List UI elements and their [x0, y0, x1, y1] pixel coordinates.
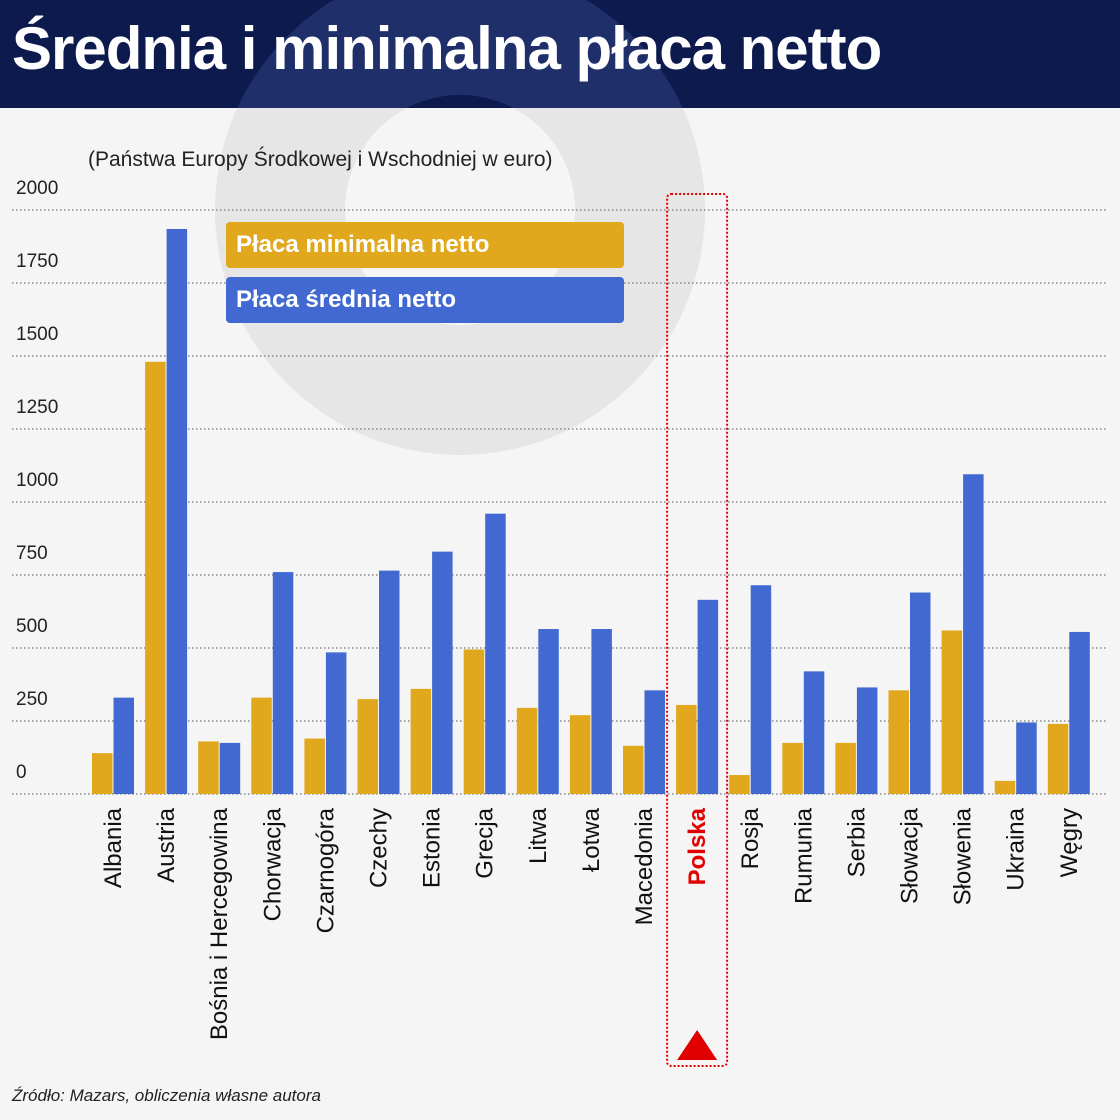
x-tick-label: Słowacja	[897, 807, 924, 904]
bar-avg	[485, 513, 506, 794]
bar-avg	[379, 570, 400, 794]
x-tick-label: Chorwacja	[259, 807, 286, 921]
x-tick-label: Polska	[684, 807, 711, 885]
bar-min	[676, 704, 697, 794]
bar-min	[251, 697, 272, 794]
bar-min	[941, 630, 963, 794]
bar-min	[516, 707, 538, 794]
bar-avg	[432, 551, 453, 794]
x-tick-label: Czechy	[366, 808, 393, 888]
source-note: Źródło: Mazars, obliczenia własne autora	[12, 1086, 321, 1105]
bar-min	[1047, 723, 1069, 794]
y-tick-label: 250	[16, 689, 48, 710]
bar-min	[198, 741, 219, 794]
bar-min	[569, 715, 591, 794]
legend-min: Płaca minimalna netto	[226, 222, 624, 268]
bar-min	[145, 361, 166, 794]
bar-min	[357, 699, 378, 794]
x-tick-label: Austria	[153, 807, 180, 882]
bar-avg	[910, 592, 931, 794]
bar-avg	[697, 599, 719, 794]
bar-avg	[644, 690, 665, 794]
y-tick-label: 750	[16, 543, 48, 564]
bar-avg	[803, 671, 825, 794]
bar-avg	[856, 687, 878, 794]
title-band-decoration	[237, 0, 683, 108]
highlight-marker-icon	[677, 1030, 718, 1060]
x-tick-label: Serbia	[843, 807, 870, 877]
y-tick-label: 1500	[16, 324, 58, 345]
bar-min	[835, 742, 856, 794]
x-tick-label: Estonia	[419, 807, 446, 888]
bar-min	[994, 780, 1016, 794]
title-band: Średnia i minimalna płaca netto	[0, 0, 1120, 108]
page-title: Średnia i minimalna płaca netto	[12, 15, 882, 82]
y-tick-label: 2000	[16, 178, 58, 199]
bar-avg	[963, 474, 984, 794]
bar-avg	[591, 629, 612, 794]
y-tick-label: 1000	[16, 470, 58, 491]
y-tick-label: 500	[16, 616, 48, 637]
bar-avg	[219, 742, 241, 794]
x-tick-label: Grecja	[472, 807, 499, 878]
bar-min	[92, 753, 113, 794]
bar-min	[304, 738, 325, 794]
bar-min	[463, 649, 485, 794]
x-tick-label: Rumunia	[790, 807, 817, 904]
x-tick-label: Macedonia	[631, 807, 658, 925]
bar-min	[729, 775, 750, 794]
x-tick-label: Albania	[100, 807, 127, 888]
bar-min	[623, 745, 644, 794]
y-tick-label: 1750	[16, 251, 58, 272]
bar-avg	[538, 629, 559, 794]
bar-avg	[166, 228, 188, 795]
bar-avg	[113, 697, 134, 794]
bar-avg	[750, 585, 772, 794]
x-tick-label: Bośnia i Hercegowina	[206, 807, 233, 1040]
x-tick-label: Ukraina	[1003, 807, 1030, 890]
y-tick-label: 1250	[16, 397, 58, 418]
bar-min	[410, 688, 432, 794]
bar-avg	[272, 572, 294, 794]
x-tick-label: Łotwa	[578, 807, 605, 872]
bar-avg	[1016, 722, 1037, 794]
highlight-frame	[666, 193, 729, 1067]
y-tick-label: 0	[16, 762, 27, 783]
chart-subtitle: (Państwa Europy Środkowej i Wschodniej w…	[88, 148, 553, 171]
x-tick-label: Słowenia	[950, 807, 977, 905]
bar-min	[888, 690, 909, 794]
bar-min	[782, 742, 803, 794]
x-tick-label: Rosja	[737, 807, 764, 869]
x-tick-label: Węgry	[1056, 808, 1083, 877]
bar-avg	[1069, 631, 1090, 794]
x-tick-label: Czarnogóra	[312, 807, 339, 933]
legend-avg: Płaca średnia netto	[226, 277, 624, 323]
x-tick-label: Litwa	[525, 807, 552, 864]
bar-avg	[325, 652, 347, 794]
